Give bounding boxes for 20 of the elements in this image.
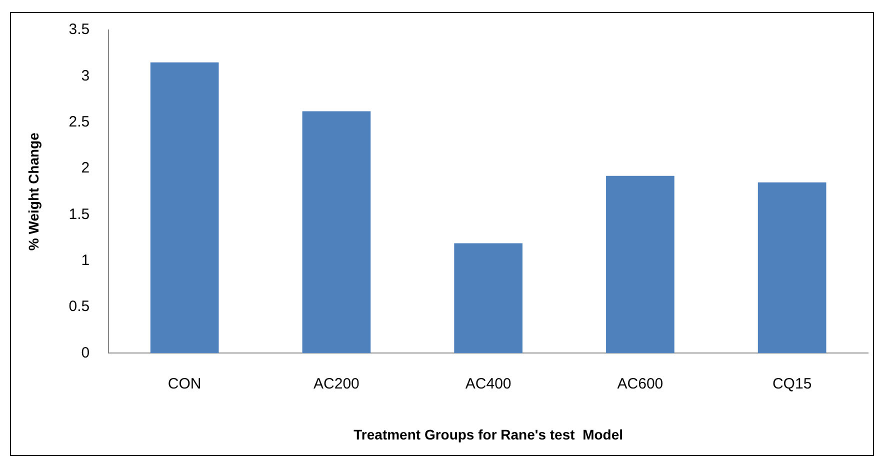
y-axis-title: % Weight Change [25,132,42,251]
y-tick-label: 2.5 [68,113,90,130]
x-tick-label: AC400 [465,375,512,392]
y-tick-label: 0.5 [68,298,90,316]
x-tick-label: CQ15 [772,375,812,392]
bar [758,182,826,354]
bar [150,62,219,354]
bar [454,243,522,354]
y-tick-label: 1 [81,252,90,269]
y-tick-label: 0 [81,344,90,362]
x-axis-title: Treatment Groups for Rane's test Model [354,426,624,442]
x-tick-label: CON [168,375,202,392]
y-tick-label: 1.5 [68,206,90,223]
y-tick-label: 3.5 [68,21,90,38]
y-tick-label: 2 [81,160,90,177]
y-tick-label: 3 [81,67,90,84]
bar [606,176,674,354]
x-tick-label: AC200 [314,375,360,392]
x-tick-label: AC600 [617,375,664,392]
bar [302,111,371,354]
